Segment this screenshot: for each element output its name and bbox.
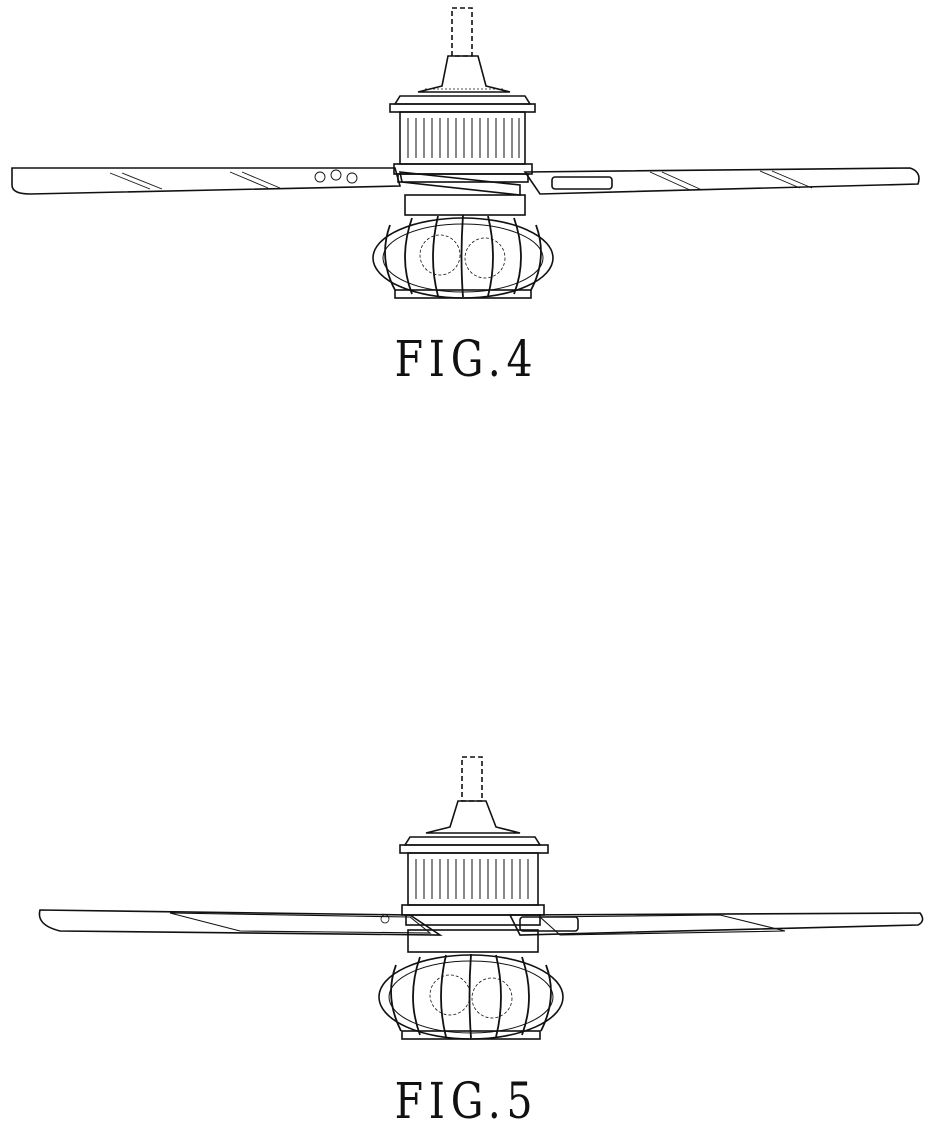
light-kit: [373, 195, 553, 298]
blade-iron: [400, 172, 520, 195]
figure-caption: FIG.4: [84, 330, 849, 388]
downrod: [452, 8, 472, 56]
downrod: [462, 757, 482, 801]
fan-blade-left: [12, 168, 400, 194]
light-kit: [379, 930, 563, 1039]
fan-blade-left: [39, 910, 440, 935]
ceiling-fan-drawing-fig4: [0, 0, 933, 330]
figure-5: FIG.5: [0, 745, 933, 1137]
fan-blade-right: [510, 913, 923, 935]
fan-blade-right: [525, 168, 919, 194]
canopy: [400, 801, 548, 853]
motor-housing: [394, 112, 532, 182]
ceiling-fan-drawing-fig5: [0, 745, 933, 1075]
figure-caption: FIG.5: [84, 1072, 849, 1130]
canopy: [390, 56, 535, 112]
figure-4: FIG.4: [0, 0, 933, 420]
